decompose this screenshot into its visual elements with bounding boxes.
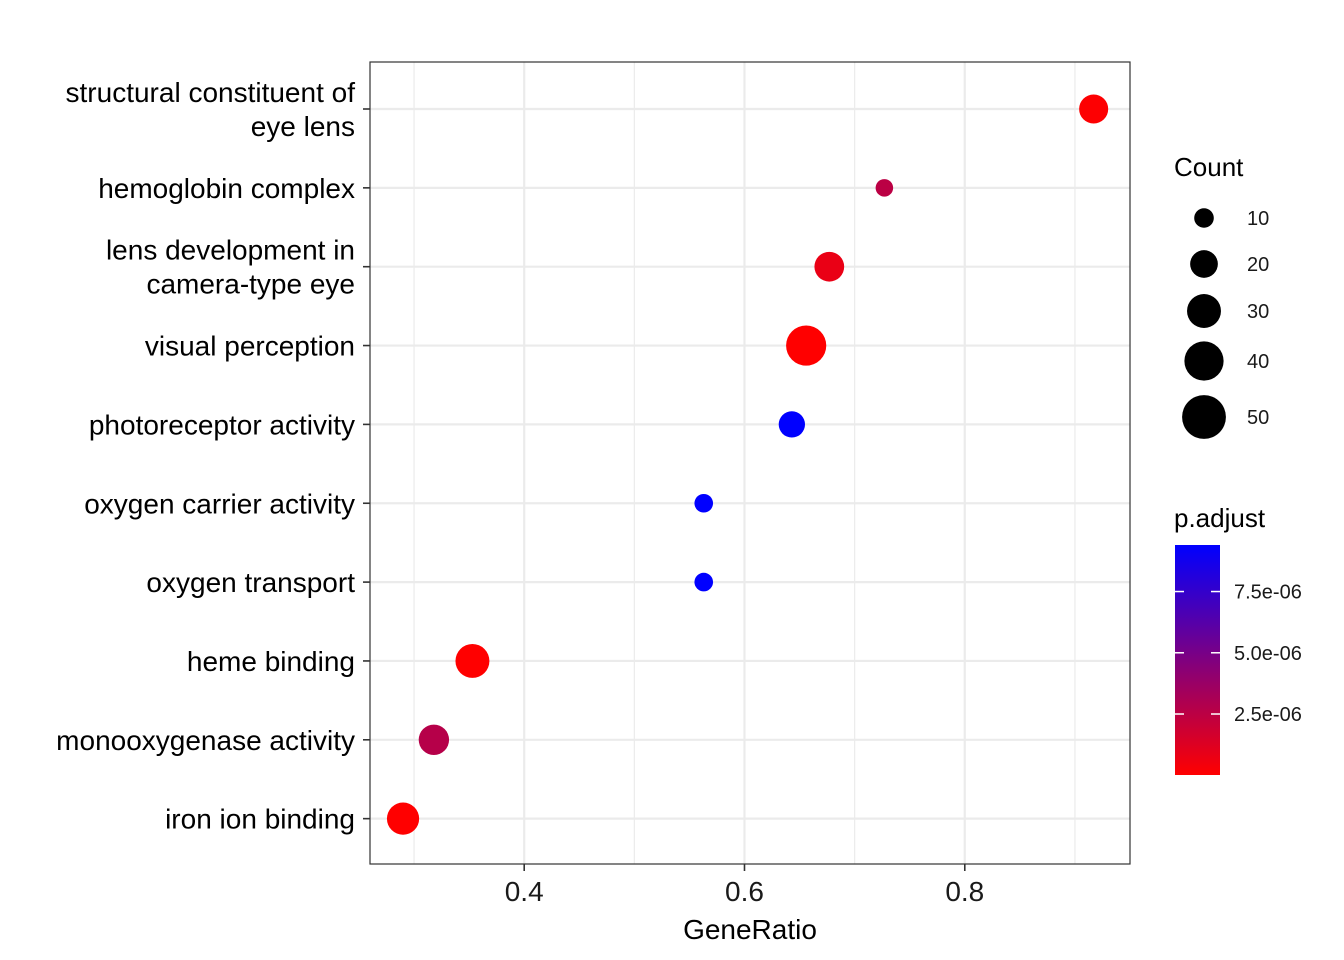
data-point	[386, 802, 420, 835]
data-point	[778, 411, 806, 438]
data-point	[694, 493, 714, 513]
y-tick-label: lens development in	[106, 235, 355, 266]
data-point	[455, 643, 490, 678]
colorbar-tick-label: 5.0e-06	[1234, 643, 1302, 665]
count-legend-label: 10	[1247, 208, 1269, 230]
count-legend-key	[1182, 395, 1226, 439]
count-legend-key	[1194, 208, 1214, 228]
p-adjust-legend: p.adjust 2.5e-06 5.0e-06 7.5e-06	[1174, 503, 1302, 775]
x-axis-title: GeneRatio	[683, 914, 817, 945]
y-tick-label: camera-type eye	[146, 269, 355, 300]
data-point	[418, 724, 450, 755]
data-point	[694, 572, 714, 592]
y-tick-label: oxygen carrier activity	[84, 488, 355, 519]
colorbar-tick-label: 7.5e-06	[1234, 582, 1302, 604]
p-adjust-colorbar-ticks: 2.5e-06 5.0e-06 7.5e-06	[1175, 582, 1302, 726]
count-legend-label: 40	[1247, 351, 1269, 373]
x-tick-label: 0.6	[725, 876, 764, 907]
count-legend-key	[1190, 250, 1218, 278]
x-axis: 0.4 0.6 0.8	[505, 864, 984, 907]
y-tick-label: photoreceptor activity	[89, 409, 355, 440]
y-tick-label: eye lens	[251, 111, 355, 142]
count-legend-title: Count	[1174, 152, 1244, 182]
data-points	[386, 94, 1109, 835]
data-point	[814, 251, 845, 282]
count-legend-key	[1187, 294, 1221, 328]
plot-background	[370, 62, 1130, 864]
count-legend: Count 10 20 30 40 50	[1174, 152, 1269, 439]
count-legend-label: 30	[1247, 301, 1269, 323]
count-legend-label: 50	[1247, 407, 1269, 429]
plot-panel-border	[369, 61, 1131, 865]
p-adjust-colorbar	[1175, 545, 1220, 775]
x-tick-label: 0.4	[505, 876, 544, 907]
data-point	[875, 179, 894, 197]
colorbar-tick-label: 2.5e-06	[1234, 704, 1302, 726]
count-legend-label: 20	[1247, 254, 1269, 276]
y-tick-label: iron ion binding	[165, 804, 355, 835]
p-adjust-legend-title: p.adjust	[1174, 503, 1266, 533]
count-legend-keys: 10 20 30 40 50	[1182, 208, 1269, 439]
x-tick-label: 0.8	[945, 876, 984, 907]
y-tick-label: visual perception	[145, 331, 355, 362]
grid-lines	[370, 62, 1130, 864]
count-legend-key	[1184, 341, 1224, 381]
y-tick-label: hemoglobin complex	[98, 173, 355, 204]
y-tick-label: oxygen transport	[146, 567, 355, 598]
data-point	[1079, 94, 1109, 124]
y-tick-label: structural constituent of	[66, 77, 356, 108]
data-point	[786, 325, 827, 366]
y-tick-label: monooxygenase activity	[56, 725, 355, 756]
y-tick-label: heme binding	[187, 646, 355, 677]
